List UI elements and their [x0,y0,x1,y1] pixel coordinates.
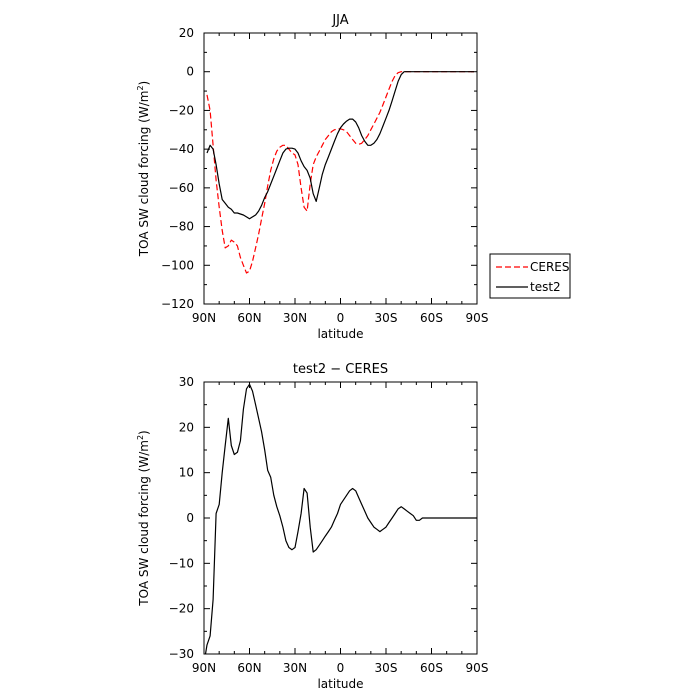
top-y-tick-label: 20 [179,26,194,40]
bottom-chart: test2 − CERES 90N 60N 30N 0 30S 60S 90S 30 20 10 0 −… [136,362,488,691]
top-y-tick-label: 0 [186,65,194,79]
bottom-x-tick-label: 90N [192,661,216,675]
legend-label-ceres: CERES [530,260,570,274]
top-x-tick-label: 60S [420,311,443,325]
bottom-x-tick-label: 30N [283,661,307,675]
top-x-tick-label: 30N [283,311,307,325]
top-chart: JJA 90N 60N 30N 0 30S 60S 90S 20 0 −20 −40 −60 −80 −10… [136,13,571,341]
top-chart-title: JJA [331,13,348,28]
top-x-tick-label: 30S [375,311,398,325]
bottom-x-tick-label: 60S [420,661,443,675]
legend-label-test2: test2 [530,280,561,294]
bottom-y-tick-label: 30 [179,375,194,389]
top-x-axis-label: latitude [317,327,363,341]
top-y-tick-label: −100 [161,258,194,272]
top-x-tick-label: 0 [337,311,345,325]
bottom-y-axis-label: TOA SW cloud forcing (W/m2) [136,430,151,606]
bottom-y-tick-label: −20 [169,602,194,616]
top-legend: CERES test2 [489,253,571,299]
bottom-x-tick-label: 60N [237,661,261,675]
bottom-series-line-0 [204,383,477,655]
top-x-tick-label: 90S [466,311,489,325]
bottom-y-tick-label: −30 [169,647,194,661]
top-x-tick-label: 90N [192,311,216,325]
legend-box [489,253,571,299]
top-series-ceres [206,71,474,274]
bottom-y-tick-label: 10 [179,466,194,480]
top-y-tick-label: −40 [169,142,194,156]
bottom-y-tick-label: 0 [186,511,194,525]
bottom-chart-title: test2 − CERES [293,362,388,377]
top-x-tick-label: 60N [237,311,261,325]
top-y-tick-label: −20 [169,103,194,117]
bottom-x-tick-label: 0 [337,661,345,675]
bottom-x-axis-label: latitude [317,677,363,691]
top-y-axis-label: TOA SW cloud forcing (W/m2) [136,81,151,257]
top-series-test2 [206,71,474,220]
bottom-x-tick-label: 90S [466,661,489,675]
top-y-tick-label: −120 [161,297,194,311]
top-y-tick-label: −80 [169,220,194,234]
top-plot-frame [203,32,478,305]
top-y-tick-label: −60 [169,181,194,195]
bottom-y-tick-label: −10 [169,556,194,570]
bottom-x-tick-label: 30S [375,661,398,675]
bottom-y-tick-label: 20 [179,420,194,434]
